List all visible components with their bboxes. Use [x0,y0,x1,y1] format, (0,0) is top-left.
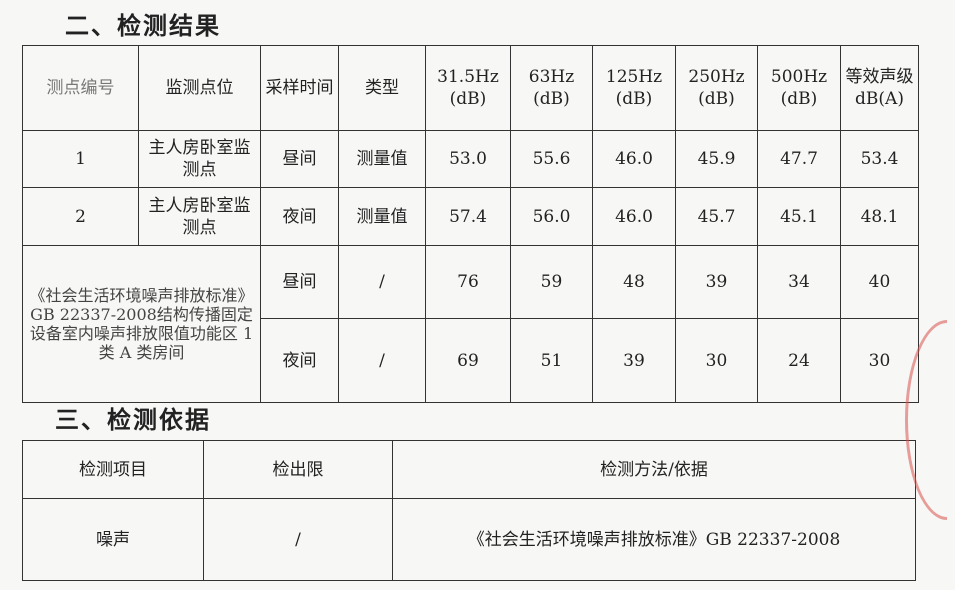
cell: 56.0 [510,187,593,246]
header-cell: 63Hz (dB) [510,45,593,131]
cell: 主人房卧室监测点 [138,130,261,188]
standard-row: 《社会生活环境噪声排放标准》GB 22337-2008结构传播固定设备室内噪声排… [22,245,919,403]
standard-label: 《社会生活环境噪声排放标准》GB 22337-2008结构传播固定设备室内噪声排… [22,245,261,403]
table-row: 噪声 / 《社会生活环境噪声排放标准》GB 22337-2008 [22,498,916,581]
cell: 69 [425,318,511,403]
cell: 夜间 [260,187,339,246]
cell: 46.0 [592,130,676,188]
cell: 《社会生活环境噪声排放标准》GB 22337-2008 [392,498,916,581]
cell: 59 [510,245,593,319]
header-cell: 125Hz (dB) [592,45,676,131]
cell: 76 [425,245,511,319]
cell: 48 [592,245,676,319]
cell: 53.0 [425,130,511,188]
cell: 噪声 [22,498,204,581]
header-cell: 测点编号 [22,45,139,131]
cell: 30 [675,318,758,403]
cell: / [338,245,426,319]
section-3-title: 三、检测依据 [55,405,211,434]
cell: 57.4 [425,187,511,246]
cell: 53.4 [840,130,919,188]
header-cell: 检出限 [203,440,393,499]
header-row: 测点编号 监测点位 采样时间 类型 31.5Hz (dB) 63Hz (dB) … [22,45,919,131]
cell: 测量值 [338,130,426,188]
table-row: 1 主人房卧室监测点 昼间 测量值 53.0 55.6 46.0 45.9 47… [22,130,919,188]
cell: 39 [592,318,676,403]
cell: 47.7 [757,130,841,188]
cell: 40 [840,245,919,319]
cell: 2 [22,187,139,246]
cell: 夜间 [260,318,339,403]
table-row: 2 主人房卧室监测点 夜间 测量值 57.4 56.0 46.0 45.7 45… [22,187,919,246]
cell: 45.7 [675,187,758,246]
standard-row: 夜间 / 69 51 39 30 24 30 [23,318,919,403]
header-cell: 检测方法/依据 [392,440,916,499]
cell: 48.1 [840,187,919,246]
basis-table: 检测项目 检出限 检测方法/依据 噪声 / 《社会生活环境噪声排放标准》GB 2… [22,440,916,581]
header-cell: 监测点位 [138,45,261,131]
cell: 51 [510,318,593,403]
header-cell: 类型 [338,45,426,131]
cell: 昼间 [260,245,339,319]
cell: 34 [757,245,841,319]
header-cell: 检测项目 [22,440,204,499]
results-table: 测点编号 监测点位 采样时间 类型 31.5Hz (dB) 63Hz (dB) … [22,45,919,403]
cell: 39 [675,245,758,319]
cell: 测量值 [338,187,426,246]
header-cell: 31.5Hz (dB) [425,45,511,131]
header-cell: 采样时间 [260,45,339,131]
cell: / [203,498,393,581]
header-cell: 250Hz (dB) [675,45,758,131]
header-cell: 等效声级 dB(A) [840,45,919,131]
cell: 45.9 [675,130,758,188]
cell: 1 [22,130,139,188]
header-row: 检测项目 检出限 检测方法/依据 [22,440,916,499]
cell: 55.6 [510,130,593,188]
cell: 24 [757,318,841,403]
section-2-title: 二、检测结果 [65,11,221,40]
cell: 主人房卧室监测点 [138,187,261,246]
cell: 45.1 [757,187,841,246]
cell: 46.0 [592,187,676,246]
cell: 昼间 [260,130,339,188]
header-cell: 500Hz (dB) [757,45,841,131]
cell: / [338,318,426,403]
